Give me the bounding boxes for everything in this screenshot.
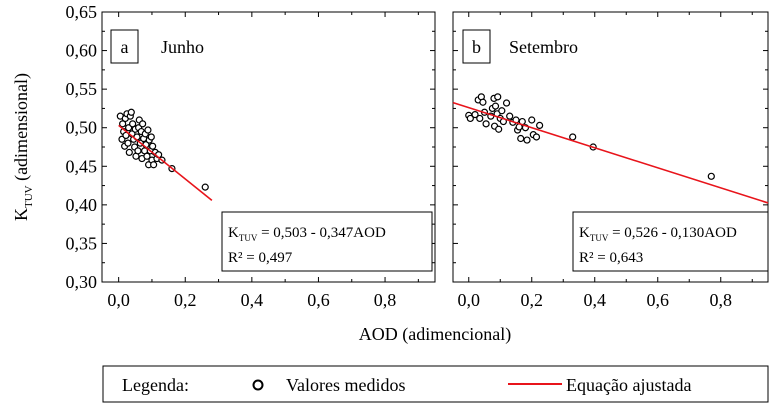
panel-b-title: Setembro: [509, 37, 578, 57]
panel-a-equation-k: K: [228, 225, 239, 241]
y-tick-label: 0,50: [66, 118, 98, 138]
panel-b-equation-box: [572, 211, 769, 272]
panel-a-equation: KTUV = 0,503 - 0,347AOD: [228, 225, 386, 243]
data-point: [502, 99, 511, 107]
data-point: [144, 126, 152, 134]
panel-a-fit-line: [118, 124, 213, 202]
y-tick-label: 0,35: [66, 233, 98, 253]
panel-b-equation: KTUV = 0,526 - 0,130AOD: [579, 225, 737, 243]
x-tick-label: 0,2: [521, 290, 544, 310]
legend: Legenda: Valores medidos Equação ajustad…: [102, 365, 769, 403]
panel-a-letter: a: [121, 37, 129, 57]
panel-b: 0,0 0,2 0,4 0,6 0,8 b Setembro KTUV = 0,526 …: [452, 11, 769, 310]
data-point: [528, 116, 536, 124]
data-point: [124, 139, 132, 147]
x-tick-label: 0,0: [107, 290, 130, 310]
y-tick-label: 0,30: [66, 272, 98, 292]
x-tick-label: 0,4: [584, 290, 607, 310]
data-point: [143, 152, 151, 160]
x-tick-label: 0,8: [710, 290, 733, 310]
panel-b-equation-sub: TUV: [590, 233, 609, 243]
legend-marker-measured: [252, 379, 264, 391]
y-tick-label: 0,55: [66, 79, 98, 99]
data-point: [201, 183, 209, 191]
x-tick-label: 0,2: [174, 290, 197, 310]
x-tick-label: 0,4: [241, 290, 264, 310]
data-point: [150, 161, 158, 169]
data-point: [471, 110, 479, 119]
panel-a-equation-sub: TUV: [239, 233, 258, 243]
legend-label-measured: Valores medidos: [286, 375, 405, 395]
panel-a-x-ticks: 0,0 0,2 0,4 0,6 0,8: [107, 12, 419, 310]
data-point: [523, 136, 531, 144]
panel-a-equation-box: [221, 211, 433, 272]
data-point: [149, 142, 157, 150]
x-axis-label: AOD (adimencional): [359, 324, 511, 345]
panel-b-points: [465, 93, 715, 180]
data-point: [491, 102, 500, 110]
x-tick-label: 0,6: [307, 290, 330, 310]
panel-b-letter: b: [472, 37, 481, 57]
data-point: [517, 134, 525, 143]
y-tick-label: 0,60: [66, 41, 98, 61]
data-point: [495, 125, 503, 133]
panel-b-x-ticks: 0,0 0,2 0,4 0,6 0,8: [458, 12, 753, 310]
x-tick-label: 0,6: [647, 290, 670, 310]
data-point: [498, 107, 506, 115]
x-tick-label: 0,0: [458, 290, 481, 310]
data-point: [139, 120, 147, 128]
panel-b-fit-line: [452, 101, 769, 204]
data-point: [707, 172, 715, 180]
data-point: [536, 121, 544, 130]
legend-label-fit: Equação ajustada: [566, 375, 691, 395]
data-point: [479, 98, 487, 106]
panel-a-r2: R² = 0,497: [228, 250, 293, 266]
y-tick-label: 0,65: [66, 2, 98, 22]
panel-b-y-ticks: [453, 11, 768, 283]
panel-a-y-ticks: 0,30 0,35 0,40 0,45 0,50 0,55 0,60 0,65: [66, 2, 435, 292]
legend-box: [102, 365, 769, 403]
data-point: [466, 114, 474, 123]
data-point: [476, 114, 484, 123]
data-point: [532, 133, 541, 141]
data-point: [147, 133, 155, 141]
panel-a-title: Junho: [161, 37, 204, 57]
y-axis-label-rest: (adimensional): [11, 73, 32, 185]
panel-a: 0,300,350,400,450,500,550,600,65 0,0 0,2 0…: [66, 2, 436, 310]
panel-a-letter-box: [110, 29, 139, 64]
panel-a-equation-rest: = 0,503 - 0,347AOD: [257, 225, 386, 241]
panel-b-equation-k: K: [579, 225, 590, 241]
y-axis-label-k: K: [11, 208, 31, 221]
data-point: [506, 112, 514, 120]
panel-a-points: [116, 108, 209, 191]
x-tick-label: 0,8: [374, 290, 397, 310]
y-tick-label: 0,45: [66, 156, 98, 176]
data-point: [127, 108, 135, 116]
panel-b-letter-box: [462, 29, 491, 64]
y-axis-label: KTUV (adimensional): [11, 73, 35, 221]
panel-b-equation-rest: = 0,526 - 0,130AOD: [608, 225, 737, 241]
y-tick-label: 0,40: [66, 195, 98, 215]
legend-title: Legenda:: [122, 375, 189, 395]
data-point: [494, 93, 502, 101]
data-point: [125, 148, 133, 156]
data-point: [482, 120, 490, 128]
data-point: [134, 147, 142, 155]
y-axis-label-sub: TUV: [23, 185, 35, 208]
data-point: [569, 133, 577, 141]
panel-b-r2: R² = 0,643: [579, 250, 643, 266]
